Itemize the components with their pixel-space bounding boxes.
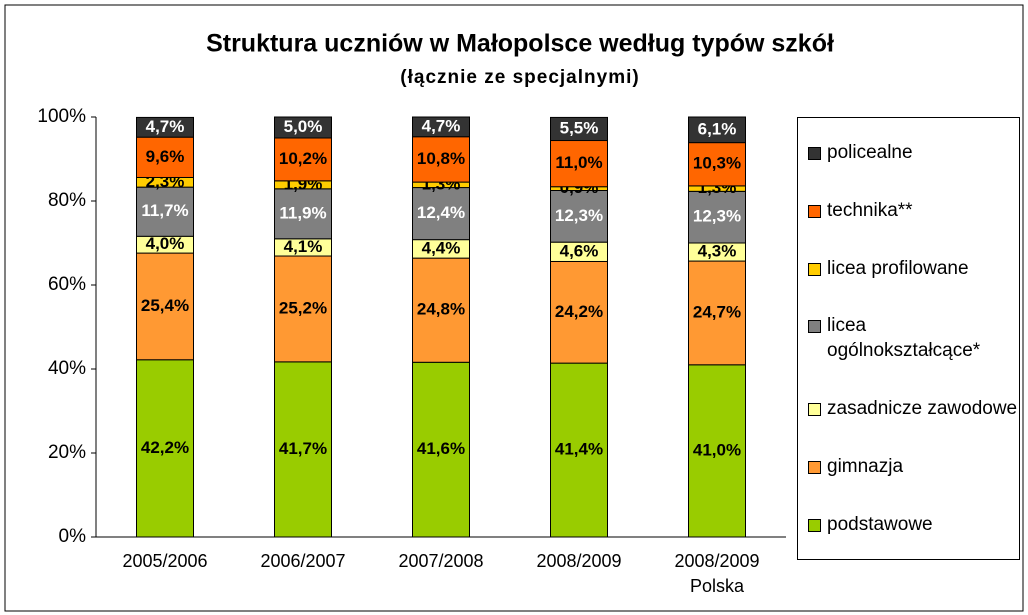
x-tick-label: Polska xyxy=(690,576,745,596)
y-tick-label: 60% xyxy=(48,274,86,295)
legend-item: policealne xyxy=(808,140,1019,165)
chart-title: Struktura uczniów w Małopolsce według ty… xyxy=(206,30,834,58)
data-label: 4,4% xyxy=(422,238,461,257)
legend-item: licea ogólnokształcące* xyxy=(808,313,1019,363)
bar-segment xyxy=(688,190,746,244)
bar-segment xyxy=(136,116,194,138)
bar-segment xyxy=(688,142,746,187)
legend-swatch xyxy=(808,518,821,532)
x-tick-label: 2008/2009 xyxy=(674,551,759,571)
bar-segment xyxy=(412,136,470,183)
y-tick-label: 0% xyxy=(59,526,87,547)
bar-segment xyxy=(550,140,608,188)
bar-segment xyxy=(412,361,470,538)
legend: policealne technika** licea profilowane lic… xyxy=(797,117,1020,560)
y-tick-label: 20% xyxy=(48,442,86,463)
data-label: 11,7% xyxy=(141,201,188,220)
data-label: 41,0% xyxy=(693,440,741,459)
data-label: 6,1% xyxy=(698,119,737,138)
data-label: 12,3% xyxy=(693,207,741,226)
data-label: 41,7% xyxy=(279,439,327,458)
data-label: 4,7% xyxy=(146,117,185,136)
y-tick-label: 80% xyxy=(48,190,86,211)
x-tick-label: 2008/2009 xyxy=(536,551,621,571)
data-label: 25,2% xyxy=(279,298,327,317)
bar-segment xyxy=(136,252,194,361)
data-label: 42,2% xyxy=(141,438,189,457)
data-label: 24,7% xyxy=(693,302,741,321)
legend-swatch xyxy=(808,147,821,161)
bar-segment xyxy=(274,137,332,182)
chart-border xyxy=(4,4,1024,612)
bar-segment xyxy=(274,361,332,538)
legend-label: gimnazja xyxy=(827,455,904,477)
bar-segment xyxy=(136,136,194,178)
data-label: 25,4% xyxy=(141,296,189,315)
bar-segment xyxy=(550,116,608,142)
bar-segment xyxy=(274,188,332,240)
legend-label: licea profilowane xyxy=(827,257,969,279)
legend-item: zasadnicze zawodowe xyxy=(808,396,1019,421)
legend-swatch xyxy=(808,262,821,276)
y-tick-label: 100% xyxy=(37,106,86,127)
bar-segment xyxy=(412,187,470,241)
data-label: 4,3% xyxy=(698,242,737,261)
legend-label: policealne xyxy=(827,142,913,164)
bar-segment xyxy=(274,116,332,139)
legend-item: podstawowe xyxy=(808,512,1019,537)
data-label: 5,5% xyxy=(560,118,599,137)
data-label: 10,2% xyxy=(279,149,327,168)
bar-segment xyxy=(550,362,608,538)
data-label: 10,3% xyxy=(693,154,741,173)
data-label: 4,0% xyxy=(146,234,185,253)
bar-segment xyxy=(136,359,194,538)
x-tick-label: 2007/2008 xyxy=(398,551,483,571)
chart-subtitle: (łącznie ze specjalnymi) xyxy=(400,67,639,88)
data-label: 11,9% xyxy=(279,203,326,222)
bar-segment xyxy=(688,364,746,538)
data-label: 5,0% xyxy=(284,117,323,136)
legend-item: gimnazja xyxy=(808,454,1019,479)
legend-item: licea profilowane xyxy=(808,256,1019,281)
legend-item: technika** xyxy=(808,198,1019,223)
data-label: 10,8% xyxy=(417,149,465,168)
legend-label: licea ogólnokształcące* xyxy=(827,315,981,362)
data-label: 4,6% xyxy=(560,241,599,260)
legend-label: podstawowe xyxy=(827,513,933,535)
bar-segment xyxy=(136,186,194,237)
bar-segment xyxy=(550,260,608,364)
legend-label: technika** xyxy=(827,200,913,222)
data-label: 4,1% xyxy=(284,237,323,256)
legend-swatch xyxy=(808,320,821,334)
bar-segment xyxy=(274,255,332,363)
x-tick-label: 2006/2007 xyxy=(260,551,345,571)
bar-segment xyxy=(412,257,470,363)
legend-swatch xyxy=(808,403,821,417)
bar-segment xyxy=(688,260,746,366)
bar-segment xyxy=(688,116,746,144)
legend-swatch xyxy=(808,460,821,474)
data-label: 11,0% xyxy=(555,153,602,172)
data-label: 41,6% xyxy=(417,439,465,458)
data-label: 4,7% xyxy=(422,116,461,135)
bar-segment xyxy=(550,190,608,243)
data-label: 9,6% xyxy=(146,147,185,166)
legend-label: zasadnicze zawodowe xyxy=(827,398,1018,420)
x-tick-label: 2005/2006 xyxy=(122,551,207,571)
legend-swatch xyxy=(808,205,821,219)
bar-segment xyxy=(412,116,470,138)
data-label: 24,2% xyxy=(555,302,603,321)
data-label: 12,4% xyxy=(417,203,465,222)
data-label: 24,8% xyxy=(417,300,465,319)
data-label: 41,4% xyxy=(555,440,603,459)
data-label: 12,3% xyxy=(555,206,603,225)
y-tick-label: 40% xyxy=(48,358,86,379)
